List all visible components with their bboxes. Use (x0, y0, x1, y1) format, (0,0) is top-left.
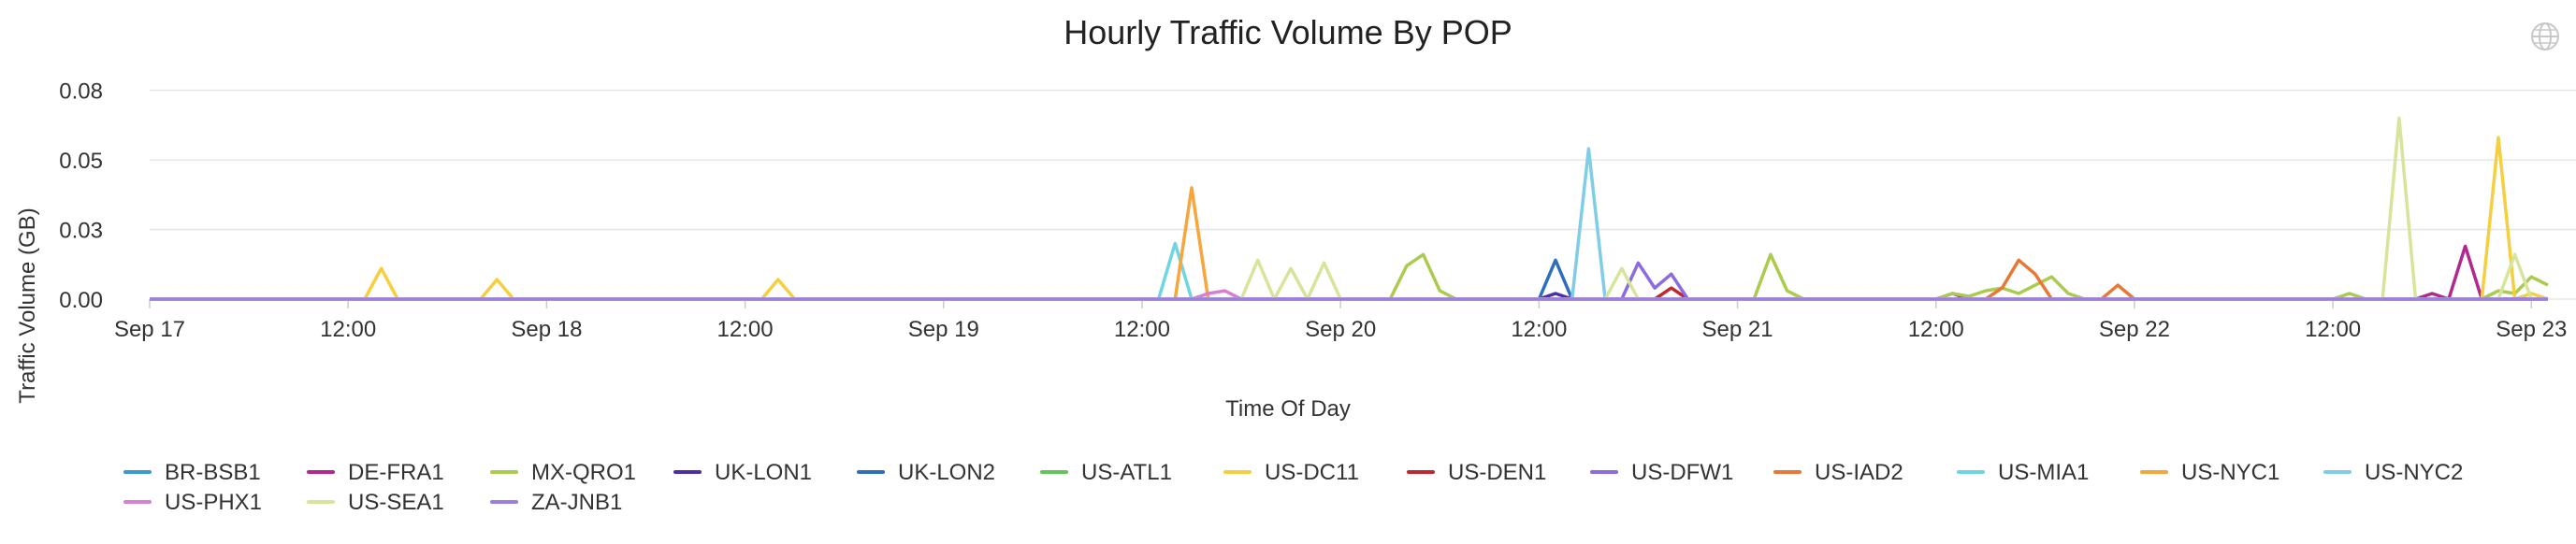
x-tick-label: 12:00 (320, 317, 376, 342)
legend-label: US-ATL1 (1081, 460, 1172, 485)
legend-label: ZA-JNB1 (531, 490, 623, 515)
series-line-us-dc11 (150, 136, 2549, 301)
legend-label: US-DC11 (1265, 460, 1359, 485)
x-tick-label: 12:00 (1908, 317, 1964, 342)
x-tick-label: Sep 20 (1305, 317, 1376, 342)
legend-swatch (490, 470, 518, 474)
y-tick-label: 0.08 (59, 79, 103, 105)
series-line-us-mia1 (150, 241, 2548, 301)
legend-label: UK-LON1 (715, 460, 813, 485)
series-line-us-iad2 (150, 258, 2548, 301)
y-tick-label: 0.00 (59, 288, 103, 313)
legend-label: US-DEN1 (1448, 460, 1547, 485)
x-tick-label: Sep 19 (908, 317, 979, 342)
legend-label: BR-BSB1 (165, 460, 261, 485)
legend-label: DE-FRA1 (348, 460, 444, 485)
x-tick-label: Sep 21 (1702, 317, 1773, 342)
y-tick-label: 0.03 (59, 219, 103, 244)
legend-swatch (673, 470, 702, 474)
x-axis-label: Time Of Day (1225, 396, 1351, 422)
x-tick-label: Sep 22 (2099, 317, 2170, 342)
legend-label: US-DFW1 (1631, 460, 1734, 485)
series-line-us-nyc1 (150, 186, 2548, 301)
x-tick-label: 12:00 (717, 317, 774, 342)
legend-swatch (307, 500, 335, 504)
series-line-de-fra1 (150, 244, 2548, 301)
legend-swatch (307, 470, 335, 474)
legend-swatch (123, 470, 152, 474)
legend-swatch (1773, 470, 1802, 474)
series-line-us-nyc2 (150, 147, 2548, 301)
legend-swatch (490, 500, 518, 504)
chart-plot: 0.00 0.03 0.05 0.08 Sep 17 12:00 Sep 18 12:00 Se… (59, 79, 2576, 342)
x-tick-label: 12:00 (2305, 317, 2361, 342)
legend-label: US-PHX1 (165, 490, 263, 515)
legend-swatch (1223, 470, 1252, 474)
legend-label: US-MIA1 (1998, 460, 2090, 485)
legend-swatch (123, 500, 152, 504)
legend-swatch (2140, 470, 2168, 474)
legend-swatch (2323, 470, 2352, 474)
x-tick-label: Sep 23 (2496, 317, 2567, 342)
legend-swatch (1040, 470, 1068, 474)
y-tick-label: 0.05 (59, 149, 103, 174)
legend-label: MX-QRO1 (531, 460, 637, 485)
legend-swatch (857, 470, 885, 474)
legend-swatch (1957, 470, 1985, 474)
legend-swatch (1407, 470, 1435, 474)
x-tick-label: Sep 18 (511, 317, 582, 342)
legend-swatch (1590, 470, 1618, 474)
legend-label: US-IAD2 (1815, 460, 1903, 485)
legend-label: US-NYC2 (2365, 460, 2464, 485)
legend-label: US-NYC1 (2181, 460, 2280, 485)
x-tick-label: 12:00 (1114, 317, 1170, 342)
legend-label: US-SEA1 (348, 490, 444, 515)
x-tick-label: Sep 17 (114, 317, 185, 342)
globe-icon[interactable] (2529, 21, 2561, 52)
legend-label: UK-LON2 (898, 460, 996, 485)
series-line-us-sea1 (150, 116, 2548, 301)
chart-title: Hourly Traffic Volume By POP (1064, 13, 1512, 51)
x-tick-label: 12:00 (1511, 317, 1567, 342)
